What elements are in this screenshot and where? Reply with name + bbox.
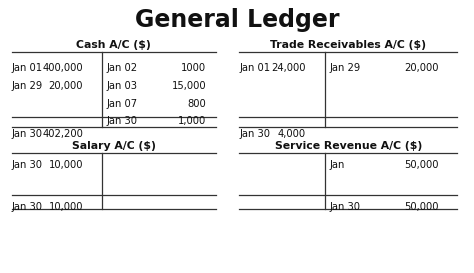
Text: Jan 29: Jan 29: [12, 81, 43, 91]
Text: Jan 30: Jan 30: [12, 160, 43, 170]
Text: Trade Receivables A/C ($): Trade Receivables A/C ($): [270, 40, 427, 50]
Text: Jan 07: Jan 07: [107, 99, 138, 109]
Text: 20,000: 20,000: [404, 63, 438, 73]
Text: Jan 02: Jan 02: [107, 63, 138, 73]
Text: 400,000: 400,000: [42, 63, 83, 73]
Text: 402,200: 402,200: [42, 129, 83, 139]
Text: Salary A/C ($): Salary A/C ($): [72, 141, 155, 151]
Text: Jan 30: Jan 30: [107, 117, 137, 126]
Text: Jan 30: Jan 30: [12, 203, 43, 212]
Text: 1000: 1000: [181, 63, 206, 73]
Text: 4,000: 4,000: [278, 129, 306, 139]
Text: Jan 01: Jan 01: [12, 63, 43, 73]
Text: Jan 30: Jan 30: [239, 129, 270, 139]
Text: 50,000: 50,000: [404, 203, 438, 212]
Text: Jan 30: Jan 30: [12, 129, 43, 139]
Text: Jan 01: Jan 01: [239, 63, 271, 73]
Text: General Ledger: General Ledger: [135, 8, 339, 32]
Text: 10,000: 10,000: [48, 203, 83, 212]
Text: Service Revenue A/C ($): Service Revenue A/C ($): [275, 141, 422, 151]
Text: 10,000: 10,000: [48, 160, 83, 170]
Text: Jan 30: Jan 30: [329, 203, 360, 212]
Text: Cash A/C ($): Cash A/C ($): [76, 40, 151, 50]
Text: Jan 29: Jan 29: [329, 63, 361, 73]
Text: 15,000: 15,000: [172, 81, 206, 91]
Text: 20,000: 20,000: [48, 81, 83, 91]
Text: 1,000: 1,000: [178, 117, 206, 126]
Text: 800: 800: [187, 99, 206, 109]
Text: 50,000: 50,000: [404, 160, 438, 170]
Text: Jan: Jan: [329, 160, 345, 170]
Text: Jan 03: Jan 03: [107, 81, 137, 91]
Text: 24,000: 24,000: [271, 63, 306, 73]
